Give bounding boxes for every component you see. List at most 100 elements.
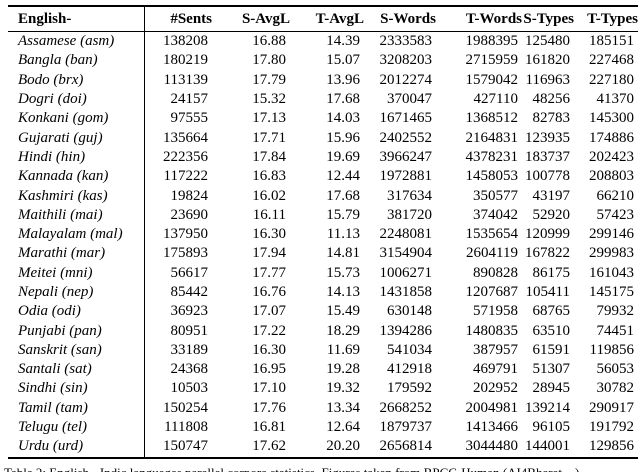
t-avgl-cell: 13.34 xyxy=(326,399,360,416)
t-words-cell: 1368512 xyxy=(465,110,519,127)
s-avgl-cell: 17.13 xyxy=(252,110,286,127)
t-types-cell: 227468 xyxy=(589,52,634,69)
s-words-cell: 370047 xyxy=(387,91,432,108)
language-cell: Marathi (mar) xyxy=(8,244,145,264)
table-row: Malayalam (mal) 137950 16.30 11.13 22480… xyxy=(8,224,638,245)
t-avgl-cell: 19.32 xyxy=(326,380,360,397)
sents-cell: 19824 xyxy=(170,187,209,204)
s-avgl-cell: 17.76 xyxy=(252,399,286,416)
sents-cell: 180219 xyxy=(163,52,208,69)
s-words-cell: 2656814 xyxy=(379,438,433,455)
t-avgl-cell: 17.68 xyxy=(326,187,360,204)
column-header: T-Types xyxy=(574,6,638,32)
s-avgl-cell: 17.10 xyxy=(252,380,286,397)
language-cell: Bodo (brx) xyxy=(8,70,145,90)
s-words-cell: 412918 xyxy=(387,361,432,378)
corpus-statistics-table: English- #Sents S-AvgL T-AvgL S-Words T-Words… xyxy=(8,5,638,459)
t-words-cell: 571958 xyxy=(473,303,518,320)
t-words-cell: 3044480 xyxy=(465,438,519,455)
table-row: Kannada (kan) 117222 16.83 12.44 1972881… xyxy=(8,167,638,187)
sents-cell: 138208 xyxy=(163,33,208,50)
table-row: Konkani (gom) 97555 17.13 14.03 1671465 … xyxy=(8,109,638,129)
s-avgl-cell: 16.81 xyxy=(252,419,286,436)
column-header: S-Types xyxy=(522,6,574,32)
table-row: Urdu (urd) 150747 17.62 20.20 2656814 30… xyxy=(8,437,638,458)
s-avgl-cell: 15.32 xyxy=(252,91,286,108)
sents-cell: 10503 xyxy=(170,380,209,397)
t-types-cell: 299146 xyxy=(589,226,634,243)
s-avgl-cell: 17.94 xyxy=(252,245,286,262)
s-words-cell: 3154904 xyxy=(379,245,433,262)
t-words-cell: 374042 xyxy=(473,206,518,223)
s-types-cell: 167822 xyxy=(525,245,570,262)
column-header: S-AvgL xyxy=(212,6,290,32)
header-row: English- #Sents S-AvgL T-AvgL S-Words T-Words… xyxy=(8,6,638,32)
s-avgl-cell: 16.95 xyxy=(252,361,286,378)
t-types-cell: 290917 xyxy=(589,399,634,416)
t-types-cell: 56053 xyxy=(596,361,635,378)
t-avgl-cell: 14.13 xyxy=(326,284,360,300)
table-row: Dogri (doi) 24157 15.32 17.68 370047 427… xyxy=(8,89,638,110)
t-avgl-cell: 17.68 xyxy=(326,91,360,108)
s-words-cell: 2012274 xyxy=(379,71,433,88)
sents-cell: 222356 xyxy=(163,148,208,165)
t-types-cell: 208803 xyxy=(589,168,634,185)
t-avgl-cell: 19.69 xyxy=(326,148,360,165)
t-words-cell: 2604119 xyxy=(466,245,518,262)
s-avgl-cell: 17.84 xyxy=(252,148,286,165)
sents-cell: 80951 xyxy=(170,322,209,339)
sents-cell: 117222 xyxy=(163,168,208,185)
sents-cell: 36923 xyxy=(170,303,209,320)
s-words-cell: 2333583 xyxy=(379,33,433,50)
s-avgl-cell: 16.76 xyxy=(252,284,286,300)
language-cell: Sindhi (sin) xyxy=(8,379,145,399)
table-row: Bodo (brx) 113139 17.79 13.96 2012274 15… xyxy=(8,70,638,90)
s-types-cell: 82783 xyxy=(532,110,571,127)
t-avgl-cell: 15.96 xyxy=(326,129,360,146)
table-row: Tamil (tam) 150254 17.76 13.34 2668252 2… xyxy=(8,398,638,418)
sents-cell: 56617 xyxy=(170,264,209,281)
s-types-cell: 183737 xyxy=(525,148,570,165)
t-types-cell: 129856 xyxy=(589,438,634,455)
language-cell: Nepali (nep) xyxy=(8,282,145,303)
t-types-cell: 202423 xyxy=(589,148,634,165)
s-words-cell: 2402552 xyxy=(379,129,433,146)
s-types-cell: 61591 xyxy=(532,341,571,358)
table-row: Maithili (mai) 23690 16.11 15.79 381720 … xyxy=(8,205,638,225)
language-cell: Urdu (urd) xyxy=(8,437,145,458)
t-types-cell: 41370 xyxy=(596,91,635,108)
language-cell: Malayalam (mal) xyxy=(8,224,145,245)
table-row: Hindi (hin) 222356 17.84 19.69 3966247 4… xyxy=(8,147,638,168)
t-avgl-cell: 14.03 xyxy=(326,110,360,127)
t-avgl-cell: 11.69 xyxy=(326,341,360,358)
t-avgl-cell: 14.39 xyxy=(326,33,360,50)
s-types-cell: 51307 xyxy=(532,361,571,378)
table-row: Odia (odi) 36923 17.07 15.49 630148 5719… xyxy=(8,302,638,322)
t-avgl-cell: 15.49 xyxy=(326,303,360,320)
t-types-cell: 79932 xyxy=(596,303,635,320)
t-words-cell: 1535654 xyxy=(465,226,519,243)
table-row: Telugu (tel) 111808 16.81 12.64 1879737 … xyxy=(8,417,638,438)
s-avgl-cell: 17.07 xyxy=(252,303,286,320)
language-cell: Bangla (ban) xyxy=(8,51,145,71)
t-types-cell: 74451 xyxy=(596,322,635,339)
s-types-cell: 116963 xyxy=(525,71,570,88)
t-types-cell: 66210 xyxy=(596,187,635,204)
t-avgl-cell: 14.81 xyxy=(326,245,360,262)
s-words-cell: 630148 xyxy=(387,303,432,320)
language-cell: Odia (odi) xyxy=(8,302,145,322)
t-types-cell: 145300 xyxy=(589,110,634,127)
column-header: S-Words xyxy=(364,6,436,32)
s-avgl-cell: 17.79 xyxy=(252,71,286,88)
t-types-cell: 227180 xyxy=(589,71,634,88)
s-words-cell: 2248081 xyxy=(379,226,433,243)
s-avgl-cell: 17.80 xyxy=(252,52,286,69)
table-row: Sanskrit (san) 33189 16.30 11.69 541034 … xyxy=(8,340,638,361)
table-row: Marathi (mar) 175893 17.94 14.81 3154904… xyxy=(8,244,638,264)
table-row: Nepali (nep) 85442 16.76 14.13 1431858 1… xyxy=(8,282,638,303)
t-words-cell: 1988395 xyxy=(465,33,519,50)
table-row: Sindhi (sin) 10503 17.10 19.32 179592 20… xyxy=(8,379,638,399)
language-cell: Hindi (hin) xyxy=(8,147,145,168)
s-types-cell: 105411 xyxy=(525,284,570,300)
s-avgl-cell: 17.71 xyxy=(252,129,286,146)
